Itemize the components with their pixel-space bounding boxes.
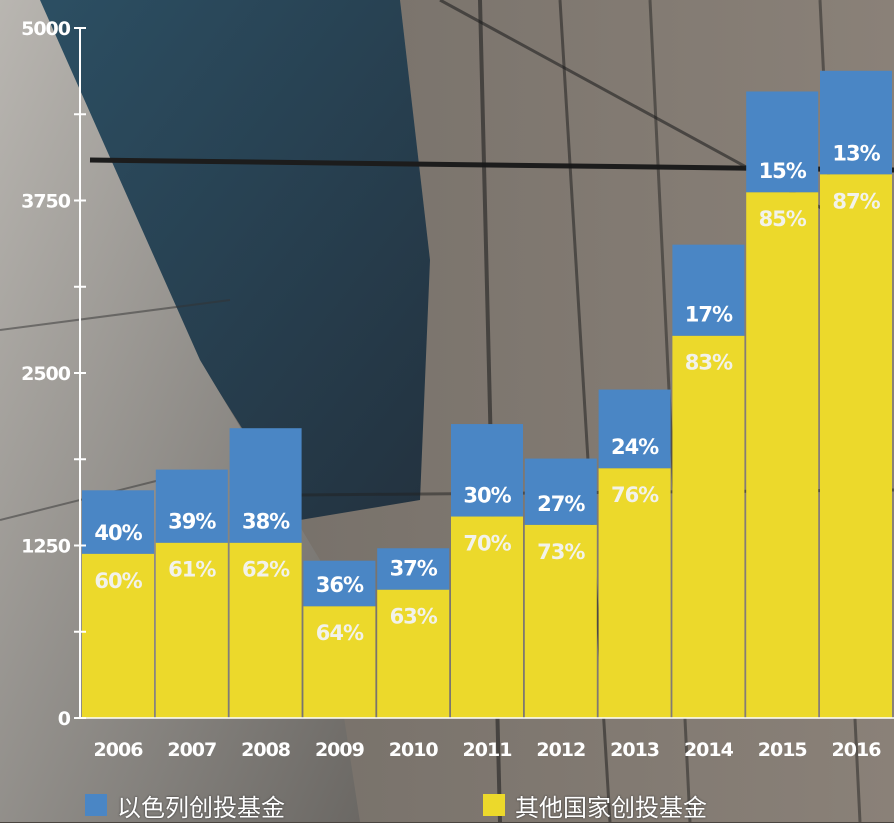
bar-israeli-2013: [598, 389, 671, 469]
pct-label-other-2011: 70%: [463, 532, 511, 556]
bar-other-2008: [229, 542, 302, 718]
pct-label-israeli-2009: 36%: [316, 573, 364, 597]
pct-label-israeli-2013: 24%: [611, 435, 659, 459]
bar-other-2011: [451, 516, 523, 718]
bar-israeli-2014: [672, 244, 745, 336]
bar-other-2013: [598, 468, 671, 718]
pct-label-israeli-2007: 39%: [168, 510, 216, 534]
bar-israeli-2006: [82, 490, 154, 554]
bar-israeli-2010: [377, 548, 450, 590]
x-tick-label-2015: 2015: [758, 739, 807, 761]
pct-label-israeli-2015: 15%: [759, 159, 807, 183]
x-tick-label-2008: 2008: [241, 739, 291, 761]
pct-label-other-2016: 87%: [832, 189, 880, 213]
pct-label-other-2008: 62%: [242, 558, 290, 582]
legend: 以色列创投基金 其他国家创投基金: [0, 786, 894, 822]
x-tick-label-2010: 2010: [389, 739, 439, 761]
x-tick-label-2011: 2011: [463, 739, 512, 761]
pct-label-israeli-2006: 40%: [94, 521, 142, 545]
pct-label-other-2015: 85%: [759, 207, 807, 231]
x-tick-label-2012: 2012: [536, 739, 585, 761]
pct-label-israeli-2012: 27%: [537, 492, 585, 516]
pct-label-other-2009: 64%: [316, 621, 364, 645]
bar-israeli-2009: [303, 560, 376, 607]
bar-other-2006: [82, 553, 154, 718]
legend-item-israeli: 以色列创投基金: [85, 790, 285, 822]
bar-other-2014: [672, 335, 745, 718]
pct-label-israeli-2011: 30%: [463, 484, 511, 508]
pct-label-other-2012: 73%: [537, 540, 585, 564]
pct-label-other-2014: 83%: [685, 351, 733, 375]
bar-other-2010: [377, 589, 450, 718]
pct-label-israeli-2008: 38%: [242, 510, 290, 534]
bar-israeli-2011: [451, 424, 523, 517]
legend-item-other: 其他国家创投基金: [483, 790, 707, 822]
y-tick-label-5000: 5000: [21, 18, 71, 40]
bar-other-2009: [303, 606, 376, 718]
y-tick-label-3750: 3750: [21, 191, 71, 213]
bar-israeli-2015: [746, 91, 819, 193]
y-axis: 0 1250 2500 3750 5000: [21, 18, 894, 730]
x-tick-label-2009: 2009: [315, 739, 364, 761]
pct-label-other-2007: 61%: [168, 558, 216, 582]
pct-label-other-2006: 60%: [94, 569, 142, 593]
bars-group: 40% 60% 39% 61% 38% 62% 36% 64% 37% 63% 30% 70% 27% 7…: [82, 70, 892, 719]
pct-label-israeli-2016: 13%: [832, 141, 880, 165]
x-axis-labels: 2006 2007 2008 2009 2010 2011 2012 2013 2014 2015…: [94, 739, 883, 761]
y-tick-label-0: 0: [58, 708, 71, 730]
x-tick-label-2007: 2007: [167, 739, 216, 761]
bar-israeli-2008: [229, 428, 302, 543]
pct-label-israeli-2014: 17%: [685, 303, 733, 327]
stacked-bar-chart: 40% 60% 39% 61% 38% 62% 36% 64% 37% 63% 30% 70% 27% 7…: [21, 18, 894, 761]
y-tick-label-1250: 1250: [21, 536, 71, 558]
x-tick-label-2006: 2006: [94, 739, 144, 761]
pct-label-other-2013: 76%: [611, 483, 659, 507]
bar-israeli-2016: [820, 70, 892, 175]
x-tick-label-2014: 2014: [684, 739, 734, 761]
legend-swatch-israeli: [85, 794, 107, 816]
legend-label-israeli: 以色列创投基金: [117, 793, 285, 822]
legend-swatch-other: [483, 794, 505, 816]
bar-other-2012: [524, 524, 597, 718]
bar-other-2015: [746, 192, 819, 719]
pct-label-other-2010: 63%: [390, 605, 438, 629]
bar-other-2016: [820, 174, 892, 718]
x-tick-label-2013: 2013: [610, 739, 659, 761]
x-tick-label-2016: 2016: [832, 739, 882, 761]
y-tick-label-2500: 2500: [21, 363, 71, 385]
pct-label-israeli-2010: 37%: [390, 557, 438, 581]
legend-label-other: 其他国家创投基金: [515, 793, 707, 822]
bar-israeli-2012: [524, 458, 597, 525]
bar-israeli-2007: [155, 469, 228, 543]
bar-other-2007: [155, 542, 228, 718]
